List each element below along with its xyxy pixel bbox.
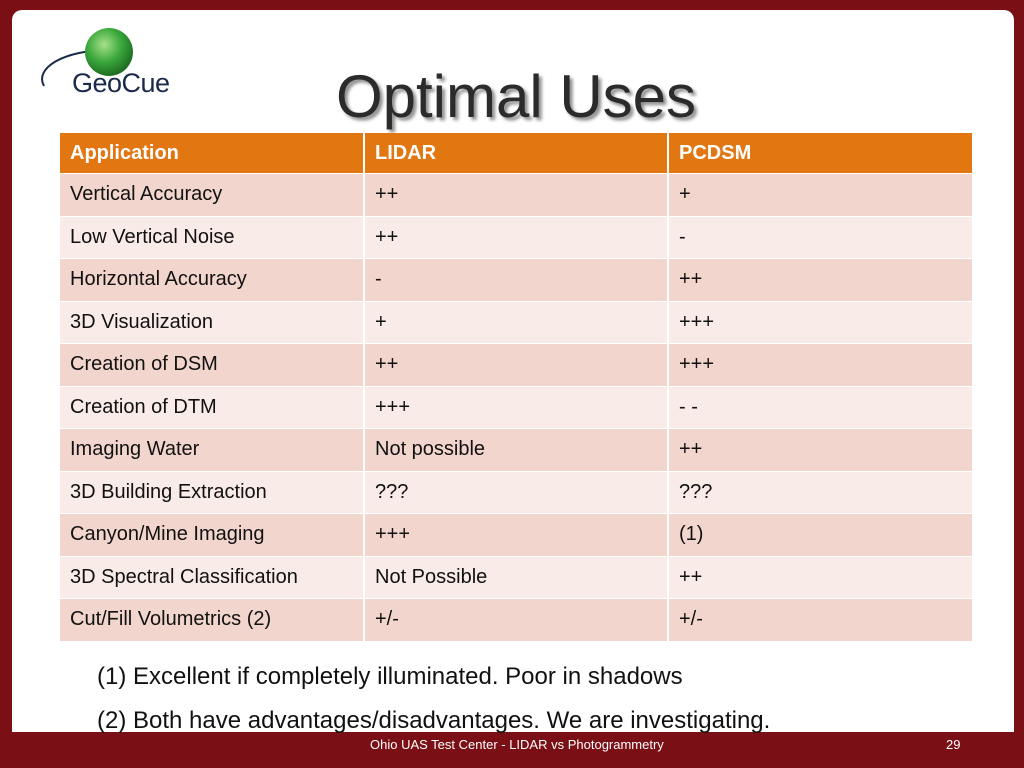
table-row: Imaging Water Not possible ++	[60, 428, 972, 472]
table-row: 3D Visualization + +++	[60, 301, 972, 344]
cell-pcdsm: +/-	[668, 598, 972, 642]
table-row: Creation of DSM ++ +++	[60, 343, 972, 387]
cell-application: Cut/Fill Volumetrics (2)	[60, 598, 365, 642]
slide-footer: Ohio UAS Test Center - LIDAR vs Photogra…	[0, 732, 1024, 760]
cell-pcdsm: +++	[668, 301, 972, 344]
cell-application: Horizontal Accuracy	[60, 258, 365, 302]
cell-pcdsm: -	[668, 216, 972, 259]
optimal-uses-table: Application LIDAR PCDSM Vertical Accurac…	[60, 133, 972, 642]
footnote-1: (1) Excellent if completely illuminated.…	[97, 663, 683, 690]
table-row: Low Vertical Noise ++ -	[60, 216, 972, 259]
cell-lidar: Not Possible	[364, 556, 669, 599]
cell-pcdsm: ++	[668, 428, 972, 472]
cell-pcdsm: ???	[668, 471, 972, 514]
cell-application: Vertical Accuracy	[60, 173, 365, 217]
cell-application: 3D Building Extraction	[60, 471, 365, 514]
cell-lidar: Not possible	[364, 428, 669, 472]
footnotes: (1) Excellent if completely illuminated.…	[97, 662, 770, 750]
header-application: Application	[60, 133, 365, 174]
cell-lidar: ++	[364, 173, 669, 217]
cell-application: Creation of DTM	[60, 386, 365, 429]
logo-graphic-icon	[41, 28, 133, 87]
cell-lidar: +/-	[364, 598, 669, 642]
header-lidar: LIDAR	[364, 133, 669, 174]
page-number: 29	[946, 737, 961, 752]
table-row: Vertical Accuracy ++ +	[60, 173, 972, 217]
cell-lidar: +++	[364, 386, 669, 429]
cell-pcdsm: +	[668, 173, 972, 217]
table-row: Creation of DTM +++ - -	[60, 386, 972, 429]
cell-lidar: ++	[364, 216, 669, 259]
cell-application: 3D Spectral Classification	[60, 556, 365, 599]
footnote-2: (2) Both have advantages/disadvantages. …	[97, 707, 771, 734]
cell-lidar: +++	[364, 513, 669, 557]
table-row: Cut/Fill Volumetrics (2) +/- +/-	[60, 598, 972, 642]
table-row: 3D Building Extraction ??? ???	[60, 471, 972, 514]
cell-pcdsm: - -	[668, 386, 972, 429]
table-row: Canyon/Mine Imaging +++ (1)	[60, 513, 972, 557]
cell-pcdsm: ++	[668, 258, 972, 302]
cell-application: Creation of DSM	[60, 343, 365, 387]
slide-title: Optimal Uses	[335, 63, 697, 130]
cell-lidar: -	[364, 258, 669, 302]
cell-pcdsm: +++	[668, 343, 972, 387]
footer-text: Ohio UAS Test Center - LIDAR vs Photogra…	[370, 737, 664, 752]
header-pcdsm: PCDSM	[668, 133, 972, 174]
cell-pcdsm: ++	[668, 556, 972, 599]
logo-text: GeoCue	[72, 68, 170, 98]
geocue-logo: GeoCue	[34, 28, 170, 98]
cell-application: 3D Visualization	[60, 301, 365, 344]
cell-lidar: ++	[364, 343, 669, 387]
table-row: Horizontal Accuracy - ++	[60, 258, 972, 302]
table-row: 3D Spectral Classification Not Possible …	[60, 556, 972, 599]
table-header-row: Application LIDAR PCDSM	[60, 133, 972, 174]
cell-lidar: +	[364, 301, 669, 344]
cell-application: Low Vertical Noise	[60, 216, 365, 259]
cell-application: Canyon/Mine Imaging	[60, 513, 365, 557]
cell-application: Imaging Water	[60, 428, 365, 472]
cell-pcdsm: (1)	[668, 513, 972, 557]
cell-lidar: ???	[364, 471, 669, 514]
